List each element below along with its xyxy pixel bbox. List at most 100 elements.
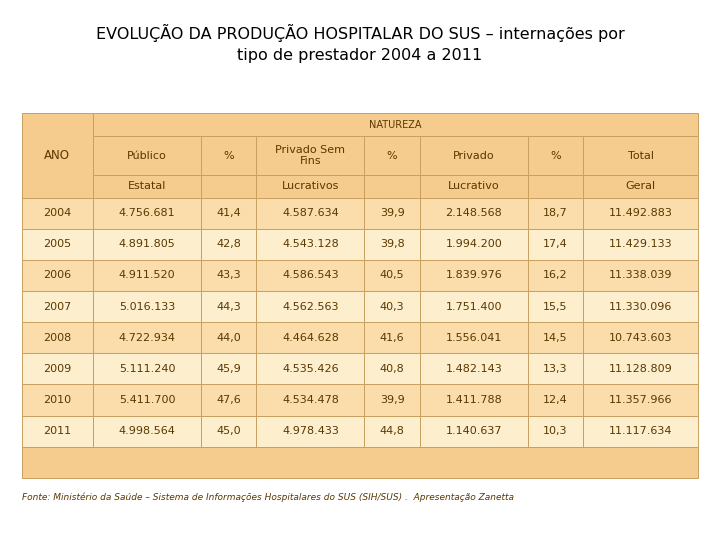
Bar xyxy=(93,353,201,384)
Bar xyxy=(22,291,93,322)
Text: 1.411.788: 1.411.788 xyxy=(446,395,502,405)
Bar xyxy=(528,416,583,447)
Bar xyxy=(364,353,420,384)
Bar xyxy=(22,198,93,229)
Text: 4.586.543: 4.586.543 xyxy=(282,271,338,280)
Bar xyxy=(201,291,256,322)
Text: 39,9: 39,9 xyxy=(379,395,405,405)
Text: 11.117.634: 11.117.634 xyxy=(609,426,672,436)
Bar xyxy=(93,175,201,198)
Text: 4.543.128: 4.543.128 xyxy=(282,239,339,249)
Bar xyxy=(528,260,583,291)
Bar xyxy=(201,136,256,175)
Bar xyxy=(583,291,698,322)
Text: Total: Total xyxy=(628,151,654,160)
Bar xyxy=(93,260,201,291)
Text: Lucrativo: Lucrativo xyxy=(448,181,500,191)
Text: 44,0: 44,0 xyxy=(217,333,241,343)
Text: 1.751.400: 1.751.400 xyxy=(446,302,502,312)
Bar xyxy=(201,175,256,198)
Text: 2004: 2004 xyxy=(43,208,71,218)
Bar xyxy=(420,416,528,447)
Text: 17,4: 17,4 xyxy=(543,239,568,249)
Text: %: % xyxy=(387,151,397,160)
Bar xyxy=(583,136,698,175)
Bar xyxy=(22,447,698,478)
Bar xyxy=(93,113,698,136)
Bar xyxy=(256,175,364,198)
Bar xyxy=(93,322,201,353)
Bar xyxy=(201,260,256,291)
Bar xyxy=(201,353,256,384)
Bar xyxy=(583,416,698,447)
Bar xyxy=(528,198,583,229)
Text: 47,6: 47,6 xyxy=(217,395,241,405)
Text: 4.464.628: 4.464.628 xyxy=(282,333,339,343)
Bar xyxy=(420,322,528,353)
Bar xyxy=(256,416,364,447)
Text: 5.111.240: 5.111.240 xyxy=(119,364,176,374)
Bar xyxy=(201,229,256,260)
Text: 42,8: 42,8 xyxy=(216,239,241,249)
Bar xyxy=(93,198,201,229)
Bar xyxy=(583,198,698,229)
Bar xyxy=(22,353,93,384)
Text: 11.357.966: 11.357.966 xyxy=(609,395,672,405)
Text: 16,2: 16,2 xyxy=(543,271,567,280)
Bar xyxy=(364,384,420,416)
Text: 41,6: 41,6 xyxy=(379,333,405,343)
Text: 40,3: 40,3 xyxy=(379,302,405,312)
Text: Fonte: Ministério da Saúde – Sistema de Informações Hospitalares do SUS (SIH/SUS: Fonte: Ministério da Saúde – Sistema de … xyxy=(22,492,513,502)
Bar xyxy=(93,384,201,416)
Bar xyxy=(364,229,420,260)
Bar xyxy=(256,291,364,322)
Bar xyxy=(364,322,420,353)
Bar xyxy=(256,260,364,291)
Text: Estatal: Estatal xyxy=(128,181,166,191)
Bar xyxy=(201,416,256,447)
Bar xyxy=(420,198,528,229)
Bar xyxy=(93,416,201,447)
Bar xyxy=(528,291,583,322)
Bar xyxy=(256,353,364,384)
Bar xyxy=(420,136,528,175)
Text: 40,5: 40,5 xyxy=(379,271,405,280)
Text: 1.140.637: 1.140.637 xyxy=(446,426,502,436)
Text: 5.411.700: 5.411.700 xyxy=(119,395,176,405)
Text: 41,4: 41,4 xyxy=(217,208,241,218)
Text: 43,3: 43,3 xyxy=(217,271,241,280)
Text: 39,9: 39,9 xyxy=(379,208,405,218)
Bar xyxy=(364,136,420,175)
Text: 4.534.478: 4.534.478 xyxy=(282,395,339,405)
Bar xyxy=(93,136,201,175)
Bar xyxy=(22,322,93,353)
Text: 40,8: 40,8 xyxy=(379,364,405,374)
Bar xyxy=(256,198,364,229)
Text: 4.978.433: 4.978.433 xyxy=(282,426,339,436)
Bar xyxy=(93,291,201,322)
Bar xyxy=(364,416,420,447)
Bar xyxy=(364,260,420,291)
Bar xyxy=(420,175,528,198)
Text: 4.587.634: 4.587.634 xyxy=(282,208,339,218)
Bar xyxy=(22,416,93,447)
Bar xyxy=(201,198,256,229)
Text: 2009: 2009 xyxy=(43,364,71,374)
Text: 4.562.563: 4.562.563 xyxy=(282,302,338,312)
Bar xyxy=(528,136,583,175)
Bar xyxy=(583,229,698,260)
Text: Lucrativos: Lucrativos xyxy=(282,181,339,191)
Bar xyxy=(583,322,698,353)
Text: 4.891.805: 4.891.805 xyxy=(119,239,176,249)
Bar xyxy=(22,229,93,260)
Text: 11.429.133: 11.429.133 xyxy=(609,239,672,249)
Text: 1.994.200: 1.994.200 xyxy=(446,239,502,249)
Bar xyxy=(22,384,93,416)
Text: 11.338.039: 11.338.039 xyxy=(609,271,672,280)
Text: 12,4: 12,4 xyxy=(543,395,568,405)
Bar xyxy=(528,384,583,416)
Text: 4.535.426: 4.535.426 xyxy=(282,364,338,374)
Bar xyxy=(583,260,698,291)
Text: EVOLUÇÃO DA PRODUÇÃO HOSPITALAR DO SUS – internações por
tipo de prestador 2004 : EVOLUÇÃO DA PRODUÇÃO HOSPITALAR DO SUS –… xyxy=(96,24,624,63)
Text: Privado Sem
Fins: Privado Sem Fins xyxy=(276,145,346,166)
